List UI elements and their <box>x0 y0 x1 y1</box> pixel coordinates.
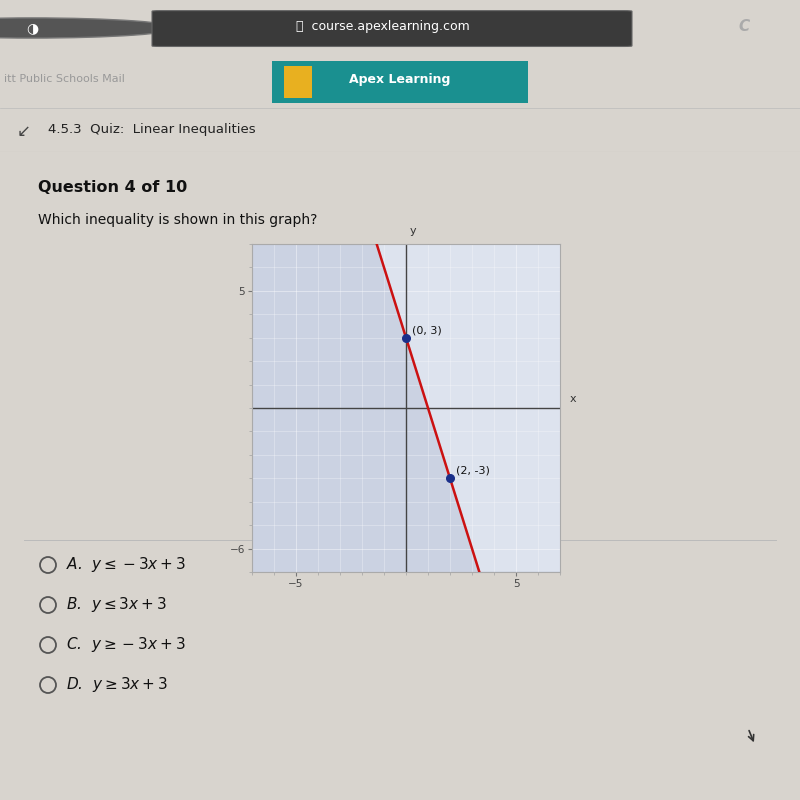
Text: D.  $y\geq3x+3$: D. $y\geq3x+3$ <box>66 675 168 694</box>
Text: (2, -3): (2, -3) <box>455 466 490 476</box>
Text: y: y <box>410 226 416 236</box>
Text: (0, 3): (0, 3) <box>411 326 442 335</box>
Circle shape <box>0 18 176 38</box>
Text: ◑: ◑ <box>26 21 38 35</box>
Text: itt Public Schools Mail: itt Public Schools Mail <box>3 74 125 84</box>
Text: Which inequality is shown in this graph?: Which inequality is shown in this graph? <box>38 213 318 227</box>
Text: ↗: ↗ <box>13 120 27 138</box>
Text: Question 4 of 10: Question 4 of 10 <box>38 181 187 195</box>
Bar <box>272 61 528 102</box>
Text: x: x <box>570 394 577 405</box>
Text: 4.5.3  Quiz:  Linear Inequalities: 4.5.3 Quiz: Linear Inequalities <box>48 122 256 136</box>
FancyBboxPatch shape <box>152 10 632 46</box>
Text: Apex Learning: Apex Learning <box>350 73 450 86</box>
Text: 🔒  course.apexlearning.com: 🔒 course.apexlearning.com <box>296 20 470 34</box>
Text: C: C <box>738 19 750 34</box>
Text: B.  $y\leq3x+3$: B. $y\leq3x+3$ <box>66 595 166 614</box>
Text: A.  $y\leq-3x+3$: A. $y\leq-3x+3$ <box>66 555 186 574</box>
Text: C.  $y\geq-3x+3$: C. $y\geq-3x+3$ <box>66 635 186 654</box>
Bar <box>284 66 312 98</box>
